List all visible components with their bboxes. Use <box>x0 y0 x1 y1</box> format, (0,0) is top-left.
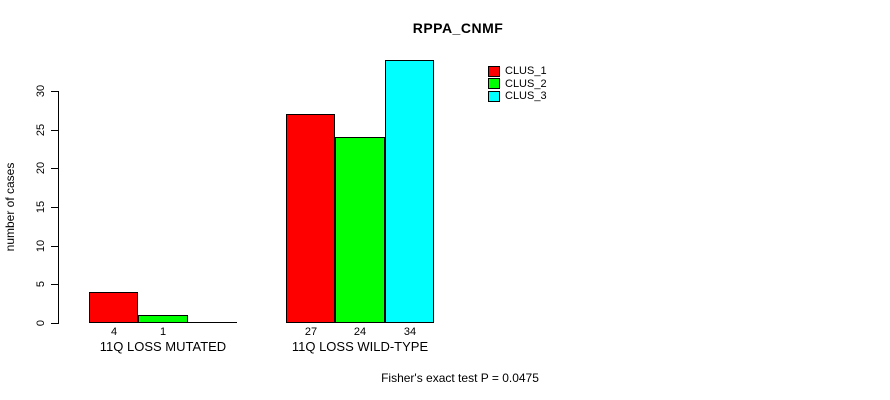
legend-swatch-clus-3 <box>488 90 500 102</box>
y-tick-mark <box>51 284 58 285</box>
x-category-label: 11Q LOSS MUTATED <box>99 339 227 354</box>
fisher-test-annotation: Fisher's exact test P = 0.0475 <box>381 371 539 385</box>
legend-label-clus-3: CLUS_3 <box>505 90 547 103</box>
legend-swatch-clus-1 <box>488 65 500 77</box>
bar-value-label: 27 <box>304 326 318 338</box>
y-tick-mark <box>51 130 58 131</box>
y-tick-label: 25 <box>35 123 47 137</box>
legend-item-clus-2: CLUS_2 <box>488 78 547 91</box>
legend-label-clus-1: CLUS_1 <box>505 65 547 78</box>
y-tick-mark <box>51 246 58 247</box>
legend-item-clus-3: CLUS_3 <box>488 90 547 103</box>
y-tick-label: 30 <box>35 84 47 98</box>
bar-clus_2-2 <box>335 137 385 323</box>
y-tick-mark <box>51 323 58 324</box>
legend-label-clus-2: CLUS_2 <box>505 77 547 90</box>
y-tick-mark <box>51 168 58 169</box>
y-tick-label: 15 <box>35 200 47 214</box>
chart-title: RPPA_CNMF <box>412 20 504 36</box>
y-tick-label: 0 <box>35 319 47 327</box>
bar-value-label: 1 <box>159 326 167 338</box>
x-category-label: 11Q LOSS WILD-TYPE <box>291 339 429 354</box>
legend-item-clus-1: CLUS_1 <box>488 65 547 78</box>
bar-value-label: 34 <box>403 326 417 338</box>
legend: CLUS_1 CLUS_2 CLUS_3 <box>488 65 547 103</box>
zero-bar-clus_3-1 <box>188 322 237 323</box>
y-tick-mark <box>51 207 58 208</box>
y-tick-label: 5 <box>35 280 47 288</box>
y-tick-mark <box>51 91 58 92</box>
bar-value-label: 4 <box>110 326 118 338</box>
y-tick-label: 10 <box>35 239 47 253</box>
y-axis-label: number of cases <box>3 162 17 252</box>
bar-value-label: 24 <box>353 326 367 338</box>
legend-swatch-clus-2 <box>488 78 500 90</box>
bar-clus_1-1 <box>89 292 138 323</box>
bar-clus_1-2 <box>286 114 335 323</box>
y-axis-line <box>58 91 59 324</box>
bar-clus_3-2 <box>385 60 434 323</box>
bar-clus_2-1 <box>138 315 188 323</box>
y-tick-label: 20 <box>35 161 47 175</box>
